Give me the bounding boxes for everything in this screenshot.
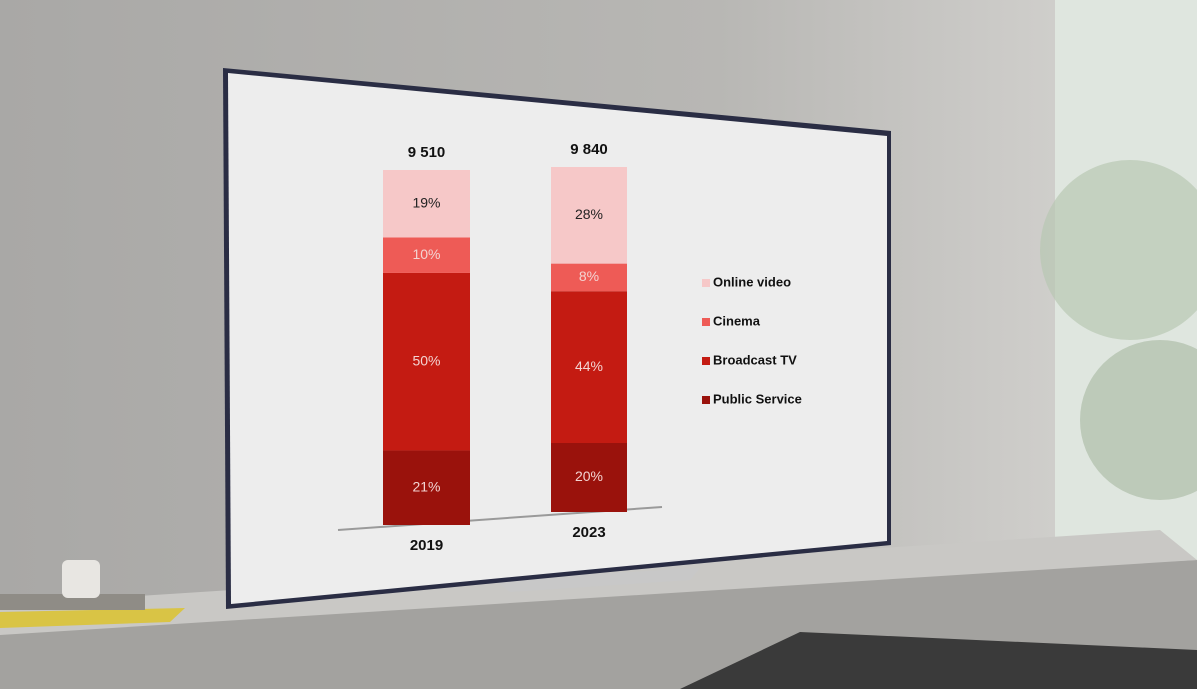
x-tick-label: 2019 [410,537,443,554]
bar-segment [551,167,627,264]
legend-label: Cinema [713,313,761,328]
legend-label: Public Service [713,391,802,406]
value-label: 50% [412,352,440,368]
bar-segment [551,291,627,443]
value-label: 8% [579,268,599,284]
value-label: 21% [412,478,440,494]
value-label: 10% [412,246,440,262]
cup [62,560,100,598]
tree [1080,340,1197,500]
bar-segment [383,450,470,525]
value-label: 44% [575,358,603,374]
total-label: 9 840 [570,141,608,158]
bar-segment [383,170,470,238]
bar-segment [551,443,627,512]
legend-swatch [702,357,710,365]
x-tick-label: 2023 [572,524,605,541]
legend-swatch [702,318,710,326]
value-label: 19% [412,194,440,210]
chart: 21% 50% 10% 19% 9 510 2019 20% 44% 8% 28% 9 840 202… [383,141,802,554]
bar-segment [383,237,470,273]
table [680,632,1197,689]
bar-segment [383,272,470,451]
book [0,608,185,628]
book [0,594,145,610]
legend-label: Broadcast TV [713,352,797,367]
legend-swatch [702,396,710,404]
value-label: 28% [575,206,603,222]
legend-label: Online video [713,274,791,289]
tv-stand [495,568,700,592]
total-label: 9 510 [408,144,446,161]
bar-segment [551,263,627,292]
legend-swatch [702,279,710,287]
tree [1040,160,1197,340]
value-label: 20% [575,468,603,484]
